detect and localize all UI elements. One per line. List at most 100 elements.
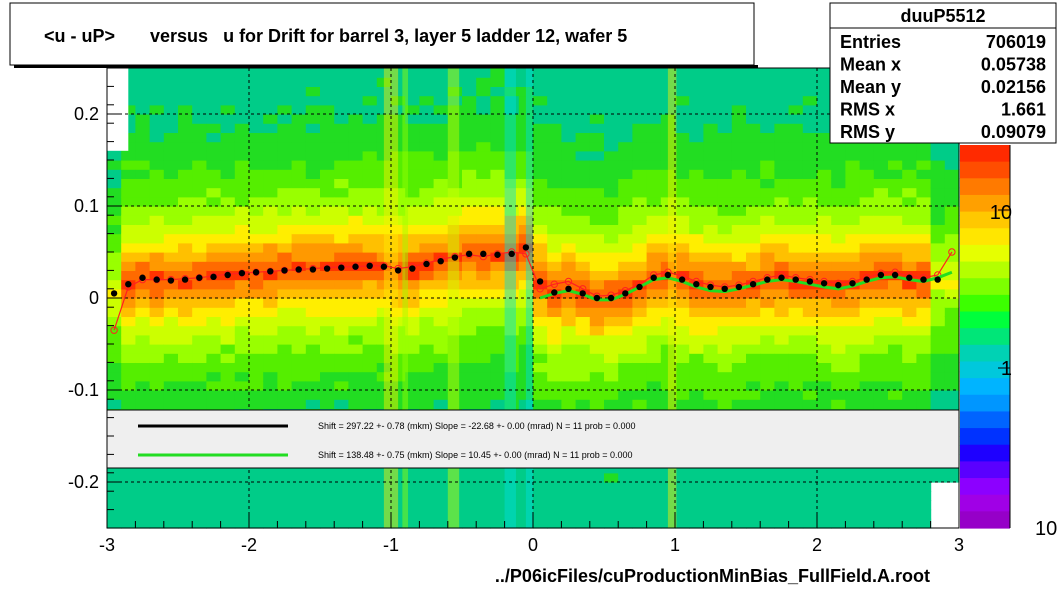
heatmap-cell (291, 344, 307, 354)
heatmap-cell (163, 371, 179, 382)
heatmap-cell (675, 316, 690, 327)
heatmap-cell (405, 380, 420, 391)
heatmap-cell (362, 491, 378, 501)
heatmap-cell (362, 150, 378, 161)
heatmap-cell (859, 316, 875, 327)
heatmap-cell (774, 399, 790, 409)
heatmap-cell (305, 261, 321, 271)
heatmap-cell (163, 95, 179, 106)
stats-value: 706019 (986, 32, 1046, 52)
heatmap-cell (462, 491, 477, 501)
heatmap-cell (220, 187, 236, 198)
heatmap-cell (632, 114, 648, 124)
heatmap-cell (589, 399, 605, 409)
heatmap-cell (192, 77, 207, 87)
heatmap-cell (547, 95, 562, 106)
heatmap-cell (163, 399, 179, 409)
heatmap-cell (462, 233, 477, 244)
heatmap-cell (405, 242, 420, 253)
heatmap-cell (433, 518, 449, 529)
heatmap-cell (817, 132, 832, 143)
heatmap-cell (518, 261, 534, 271)
heatmap-cell (121, 160, 136, 170)
heatmap-cell (391, 233, 406, 244)
heatmap-cell (618, 114, 633, 124)
profile-black-point (735, 283, 743, 291)
heatmap-cell (121, 298, 136, 308)
heatmap-cell (163, 344, 179, 354)
heatmap-cell (263, 482, 278, 492)
heatmap-cell (788, 104, 804, 115)
heatmap-cell (547, 509, 562, 520)
heatmap-cell (447, 298, 463, 308)
palette-swatch (960, 278, 1010, 296)
heatmap-cell (163, 196, 179, 207)
heatmap-cell (888, 279, 903, 290)
heatmap-cell (206, 325, 222, 336)
heatmap-cell (476, 353, 491, 363)
heatmap-cell (462, 150, 477, 161)
heatmap-cell (604, 270, 619, 281)
heatmap-cell (149, 509, 165, 520)
heatmap-cell (802, 353, 818, 363)
heatmap-cell (632, 316, 648, 327)
heatmap-cell (376, 242, 392, 253)
heatmap-cell (604, 123, 619, 133)
heatmap-cell (249, 196, 264, 207)
heatmap-cell (760, 95, 775, 106)
heatmap-cell (547, 123, 562, 133)
heatmap-cell (646, 362, 662, 373)
heatmap-cell (717, 114, 733, 124)
heatmap-cell (206, 399, 222, 409)
heatmap-cell (107, 509, 122, 520)
heatmap-cell (547, 316, 562, 327)
heatmap-cell (646, 104, 662, 115)
heatmap-cell (689, 261, 704, 271)
heatmap-cell (575, 160, 591, 170)
heatmap-cell (547, 169, 562, 179)
heatmap-cell (760, 362, 775, 373)
heatmap-cell (831, 141, 846, 152)
heatmap-cell (149, 380, 165, 391)
heatmap-cell (419, 150, 435, 161)
heatmap-cell (604, 390, 619, 400)
heatmap-cell (149, 344, 165, 354)
heatmap-cell (717, 141, 733, 152)
heatmap-cell (632, 362, 648, 373)
heatmap-cell (291, 178, 307, 189)
heatmap-cell (902, 178, 917, 189)
heatmap-cell (859, 399, 875, 409)
heatmap-cell (249, 233, 264, 244)
heatmap-cell (320, 288, 335, 299)
heatmap-cell (192, 261, 207, 271)
heatmap-cell (277, 187, 293, 198)
heatmap-cell (376, 380, 392, 391)
heatmap-cell (632, 371, 648, 382)
heatmap-cell (589, 270, 605, 281)
x-tick-label: 3 (954, 535, 964, 555)
heatmap-cell (192, 334, 207, 345)
heatmap-cell (575, 270, 591, 281)
heatmap-cell (178, 482, 193, 492)
heatmap-cell (916, 169, 932, 179)
heatmap-cell (930, 242, 946, 253)
heatmap-cell (802, 500, 818, 511)
heatmap-cell (234, 298, 250, 308)
heatmap-cell (149, 252, 165, 262)
heatmap-cell (220, 160, 236, 170)
heatmap-cell (831, 206, 846, 216)
heatmap-cell (717, 270, 733, 281)
heatmap-cell (675, 242, 690, 253)
heatmap-cell (703, 160, 719, 170)
heatmap-cell (391, 518, 406, 529)
heatmap-cell (675, 509, 690, 520)
heatmap-cell (731, 169, 747, 179)
heatmap-cell (433, 132, 449, 143)
heatmap-cell (362, 141, 378, 152)
heatmap-cell (675, 288, 690, 299)
heatmap-cell (447, 77, 463, 87)
heatmap-cell (135, 252, 151, 262)
heatmap-cell (263, 518, 278, 529)
heatmap-cell (462, 325, 477, 336)
heatmap-cell (149, 334, 165, 345)
